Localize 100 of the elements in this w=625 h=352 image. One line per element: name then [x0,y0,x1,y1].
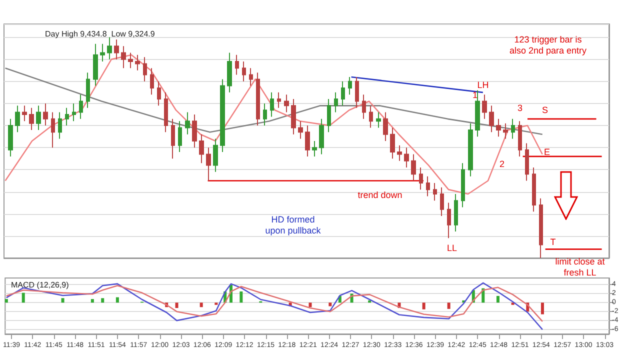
candlestick [362,94,366,120]
candlestick [369,105,373,128]
candlestick [496,118,501,138]
candlestick [178,120,182,153]
bar [240,291,243,303]
candlestick [298,120,303,140]
bar [4,299,8,303]
candlestick [213,138,218,172]
candlestick [404,147,409,168]
candlestick [93,43,98,86]
candlestick [143,56,147,82]
candlestick [36,105,41,130]
candlestick [525,142,529,182]
candlestick [22,105,27,122]
candlestick [185,112,190,135]
candlestick [397,144,402,162]
candlestick [220,78,225,153]
candlestick [503,122,508,140]
candlestick [475,90,480,138]
candlestick [29,107,34,130]
candlestick [43,102,48,126]
candlestick [58,112,62,140]
bar [116,297,119,303]
candlestick [263,102,267,126]
candlestick [86,72,90,108]
annotation: limit close at fresh LL [555,256,606,278]
chart-subtitle: Day High 9,434.8 Low 9,324.9 [45,30,156,38]
candlestick [284,94,289,113]
candlestick [171,118,175,160]
annotation: trend down [358,190,402,200]
candlestick [256,72,260,126]
candlestick [8,118,13,157]
candlestick [100,43,105,62]
candlestick [440,186,444,217]
annotation: 3 [517,103,523,113]
bar [175,302,178,308]
candlestick [135,54,140,71]
annotation: 2 [499,159,505,169]
bar [328,302,332,306]
candlestick [419,166,423,190]
line-series [6,282,544,330]
candlestick [164,92,168,133]
candlestick [539,198,543,258]
candlestick [468,122,473,177]
bar [496,296,500,303]
candlestick [489,105,494,133]
annotation: LL [446,243,458,253]
candlestick [348,76,352,96]
candlestick [390,127,395,160]
candlestick [454,193,458,232]
candlestick [270,92,274,118]
bar [540,302,544,314]
candlestick [15,105,20,133]
candlestick [277,92,281,108]
candlestick [199,134,204,164]
annotation: T [550,237,556,247]
candlestick [65,107,69,126]
candlestick [79,94,83,120]
candlestick [312,140,317,157]
annotation: S [542,105,548,115]
candlestick [383,112,388,142]
candlestick [235,54,239,76]
candlestick [121,46,126,69]
bar [22,292,25,303]
candlestick [461,162,465,208]
bar [447,302,450,309]
annotation: E [544,147,550,157]
candlestick [72,102,76,122]
annotation: LH [477,80,489,90]
candlestick [482,94,487,120]
candlestick [511,118,515,140]
candlestick [51,112,55,148]
candlestick [249,68,253,86]
candlestick [114,38,119,60]
bar [200,302,203,308]
candlestick [291,98,296,135]
annotation: 1 [472,90,478,100]
bar [61,298,64,303]
candlestick [192,114,197,148]
annotation: 123 trigger bar is also 2nd para entry [509,34,588,56]
candlestick [107,36,112,60]
candlestick [305,125,310,157]
bar [308,302,312,308]
candlestick [327,98,331,133]
bar [90,299,94,303]
candlestick [411,154,416,182]
candlestick [206,147,211,182]
candlestick [518,120,522,157]
candlestick [532,166,536,212]
candlestick [433,182,437,202]
candlestick [242,61,246,82]
candlestick [128,52,133,69]
candlestick [426,176,430,197]
candlestick [334,92,338,113]
candlestick [227,52,232,93]
candlestick [376,112,381,128]
annotation: HD formed upon pullback [265,214,322,236]
candlestick [157,80,161,106]
chart-title: MACD (12,26,9) [11,280,70,290]
candlestick [447,202,451,239]
